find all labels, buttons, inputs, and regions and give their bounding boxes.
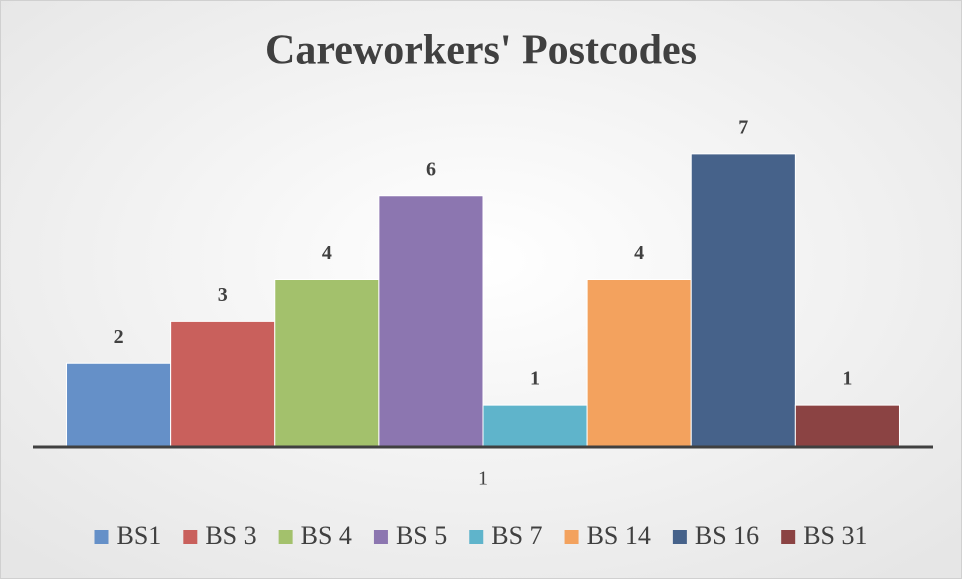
legend-label: BS 14 <box>587 521 651 550</box>
bar <box>170 320 276 448</box>
data-label: 6 <box>426 158 436 180</box>
data-label: 4 <box>322 242 332 264</box>
legend-label: BS 31 <box>803 521 867 550</box>
legend-label: BS 16 <box>695 521 759 550</box>
legend-swatch <box>564 530 579 544</box>
legend-label: BS 3 <box>205 521 256 550</box>
bar <box>794 404 900 448</box>
data-label: 4 <box>634 242 644 264</box>
chart-title: Careworkers' Postcodes <box>265 28 697 74</box>
legend-swatch <box>183 530 198 544</box>
legend-swatch <box>469 530 484 544</box>
legend-swatch <box>278 530 293 544</box>
legend-swatch <box>373 530 388 544</box>
bar <box>378 195 484 448</box>
data-label: 2 <box>114 326 124 348</box>
legend-label: BS 7 <box>491 521 542 550</box>
data-label: 1 <box>842 368 852 390</box>
legend-swatch <box>672 530 687 544</box>
bar <box>690 153 796 448</box>
legend-label: BS 4 <box>301 521 352 550</box>
bar <box>274 279 380 448</box>
legend-label: BS 5 <box>396 521 447 550</box>
legend-swatch <box>781 530 796 544</box>
data-label: 1 <box>530 368 540 390</box>
data-label: 3 <box>218 284 228 306</box>
data-label: 7 <box>738 116 748 138</box>
bar <box>482 404 588 448</box>
legend-swatch <box>94 530 109 544</box>
x-tick-label: 1 <box>478 468 488 490</box>
legend-label: BS1 <box>117 521 162 550</box>
bar <box>586 279 692 448</box>
bar <box>66 362 172 448</box>
